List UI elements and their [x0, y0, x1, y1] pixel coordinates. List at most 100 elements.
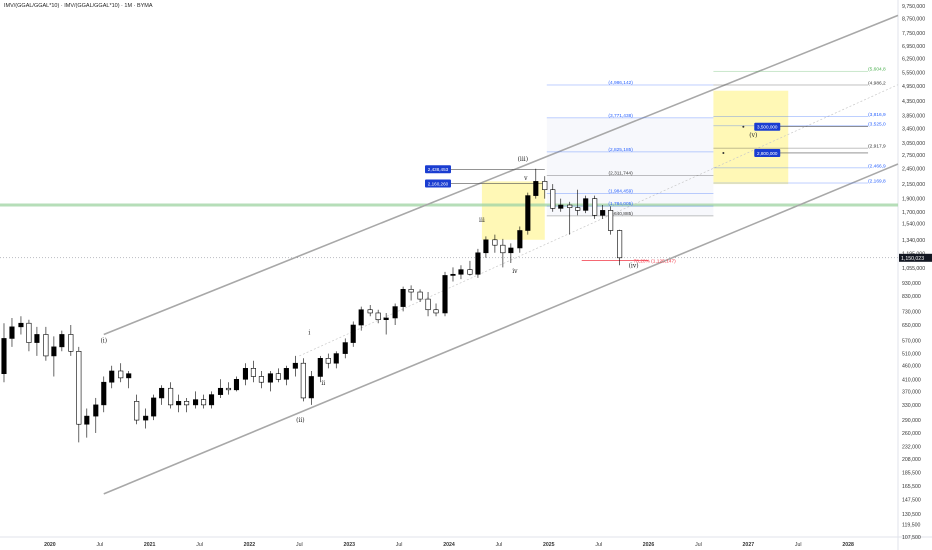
y-tick-label: 330,000	[902, 403, 921, 409]
candle-body	[592, 198, 598, 216]
candle-body	[18, 322, 24, 328]
candle-body	[225, 387, 232, 391]
y-tick-label: 930,000	[902, 281, 921, 287]
x-axis: 2020 Jul 2021 Jul 2022 Jul 2023 Jul 2024 Jul 2025 J…	[44, 542, 854, 548]
y-tick-label: 290,000	[902, 418, 921, 424]
y-tick-label: 8,750,000	[902, 17, 925, 23]
x-tick-label: Jul	[296, 542, 303, 548]
y-tick-label: 147,500	[902, 498, 921, 504]
candle-body	[176, 401, 182, 406]
candle-body	[184, 401, 190, 406]
wave-label: v	[523, 175, 528, 182]
fib-level-label: (2,311,744)	[609, 171, 634, 177]
candle-body	[358, 309, 364, 326]
candle-body	[151, 397, 157, 417]
price-box-label: 3,500,000	[757, 124, 778, 129]
candle-body	[375, 312, 381, 321]
candle-body	[608, 210, 614, 231]
candle-body	[26, 322, 32, 343]
price-box	[425, 165, 451, 174]
fib-level-label: (4,986,142)	[608, 80, 633, 86]
y-tick-label: 260,000	[902, 431, 921, 437]
last-price-label: 1,150,023	[901, 256, 924, 262]
x-tick-label: 2021	[144, 542, 156, 548]
x-tick-label: Jul	[496, 542, 503, 548]
candle-body	[34, 334, 40, 343]
candle-body	[84, 415, 90, 425]
target-dot	[742, 125, 745, 128]
candle-body	[408, 289, 414, 293]
candle-body	[208, 394, 215, 406]
y-tick-label: 208,000	[902, 457, 921, 463]
wave-label: (iv)	[629, 262, 639, 269]
fib-right-label: (3,816,9	[868, 112, 886, 118]
candle-body	[400, 289, 406, 307]
candle-body	[492, 239, 498, 246]
x-tick-label: Jul	[196, 542, 203, 548]
candle-body	[68, 334, 74, 352]
y-tick-label: 4,350,000	[902, 99, 925, 105]
fib-right-label: (2,466,9	[868, 163, 886, 169]
candle-body	[483, 239, 489, 254]
y-tick-label: 232,000	[902, 444, 921, 450]
x-tick-label: 2027	[743, 542, 755, 548]
candle-body	[159, 387, 165, 399]
candle-body	[59, 334, 65, 348]
channel-line-lower	[103, 163, 899, 495]
last-price-tag	[899, 253, 932, 262]
candle-body	[600, 210, 606, 216]
candle-body	[392, 306, 398, 319]
candle-body	[575, 207, 581, 211]
x-tick-label: Jul	[695, 542, 702, 548]
candle-body	[242, 368, 249, 380]
fib-right-label: (2,917,9	[868, 144, 886, 150]
candle-body	[250, 368, 256, 377]
candle-body	[109, 370, 115, 383]
y-tick-label: 570,000	[902, 338, 921, 344]
y-tick-label: 165,500	[902, 484, 921, 490]
y-tick-label: 2,150,000	[902, 182, 925, 188]
candle-body	[283, 368, 289, 380]
y-tick-label: 2,750,000	[902, 153, 925, 159]
candle-body	[525, 195, 531, 231]
y-tick-label: 2,450,000	[902, 167, 925, 173]
wave-label: (i)	[100, 338, 107, 345]
y-tick-label: 510,000	[902, 352, 921, 358]
candle-body	[458, 269, 464, 275]
x-tick-label: Jul	[795, 542, 802, 548]
red-level-label: 78,20% (1,125,147)	[634, 258, 677, 264]
x-tick-label: 2028	[842, 542, 854, 548]
candle-body	[43, 334, 49, 357]
candle-body	[558, 204, 564, 209]
candle-body	[583, 198, 589, 211]
wave-label: (iii)	[518, 156, 528, 163]
candle-body	[1, 338, 7, 374]
candle-body	[267, 373, 273, 383]
candle-body	[258, 376, 264, 383]
x-tick-label: Jul	[595, 542, 602, 548]
candle-body	[325, 358, 331, 364]
fib-level-label: (1,784,005)	[608, 201, 633, 207]
candle-body	[442, 275, 448, 314]
fibonacci-levels: (4,986,142) (3,771,438) (2,825,185) (2,311,…	[425, 67, 886, 264]
price-box-label: 2,800,000	[757, 151, 778, 156]
candle-body	[367, 309, 373, 314]
candle-body	[425, 298, 431, 311]
candle-body	[275, 373, 281, 380]
y-tick-label: 6,950,000	[902, 44, 925, 50]
candle-body	[292, 362, 298, 369]
y-tick-label: 7,750,000	[902, 31, 925, 37]
fib-zone-shade	[546, 117, 714, 216]
candle-body	[9, 326, 15, 339]
fib-level-label: (2,825,185)	[608, 147, 633, 153]
y-tick-label: 650,000	[902, 323, 921, 329]
candle-body	[233, 379, 240, 391]
y-tick-label: 119,500	[902, 523, 920, 529]
y-tick-label: 370,000	[902, 389, 921, 395]
candle-body	[317, 358, 323, 377]
candle-body	[101, 381, 107, 406]
candle-body	[433, 309, 439, 314]
y-tick-label: 1,700,000	[902, 210, 925, 216]
wave-label: (v)	[749, 132, 757, 139]
